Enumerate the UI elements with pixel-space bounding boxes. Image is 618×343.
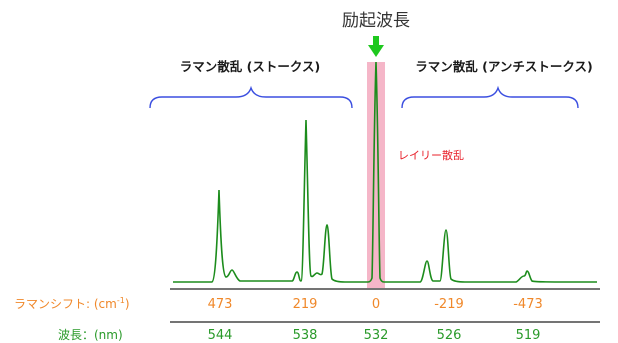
excitation-arrow-icon <box>368 36 384 57</box>
wave-tick: 519 <box>516 328 541 343</box>
shift-axis-label: ラマンシフト: (cm-1) <box>14 296 130 311</box>
antistokes-label: ラマン散乱 (アンチストークス) <box>415 59 592 74</box>
wave-tick: 532 <box>364 328 389 343</box>
stokes-label: ラマン散乱 (ストークス) <box>180 59 320 74</box>
shift-tick: -473 <box>513 297 543 312</box>
antistokes-brace <box>401 85 579 109</box>
wave-ticks: 544 538 532 526 519 <box>208 328 541 343</box>
wave-tick: 544 <box>208 328 233 343</box>
wave-tick: 526 <box>437 328 462 343</box>
wave-tick: 538 <box>293 328 318 343</box>
spectrum-line <box>173 61 598 283</box>
rayleigh-band <box>367 62 385 288</box>
rayleigh-label: レイリー散乱 <box>398 148 464 162</box>
shift-tick: 219 <box>293 297 318 312</box>
shift-tick: -219 <box>434 297 464 312</box>
excitation-title: 励起波長 <box>342 11 410 31</box>
shift-tick: 473 <box>208 297 233 312</box>
shift-tick: 0 <box>372 297 380 312</box>
shift-ticks: 473 219 0 -219 -473 <box>208 297 543 312</box>
stokes-brace <box>149 85 353 109</box>
wave-axis-label: 波長：(nm) <box>58 328 123 342</box>
